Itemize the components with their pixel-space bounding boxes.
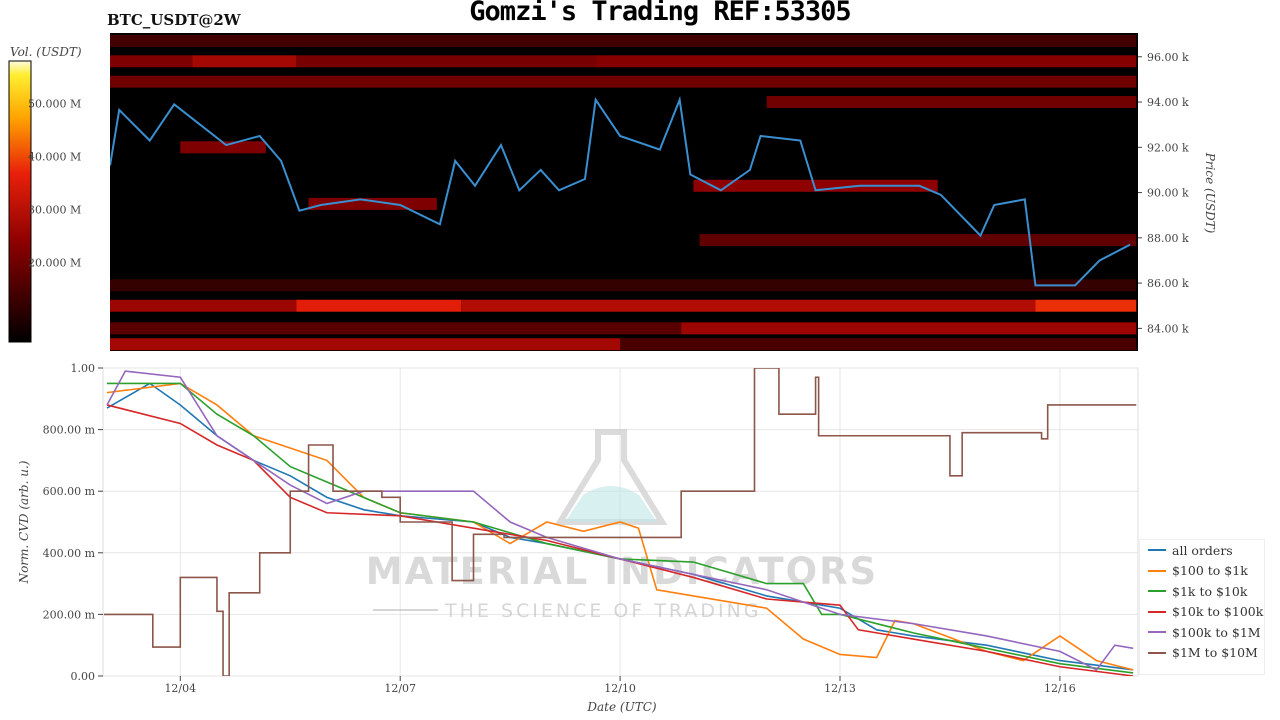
cvd-series-group xyxy=(103,368,1137,676)
cvd-axes: 0.00 200.00 m 400.00 m 600.00 m 800.00 m 1.00… xyxy=(43,362,1076,695)
legend-label: $1k to $10k xyxy=(1172,583,1248,599)
price-tick-label: 88.00 k xyxy=(1147,232,1189,245)
legend-swatch xyxy=(1148,569,1166,572)
heatmap-bands xyxy=(110,34,1137,351)
watermark-logo: MATERIAL INDICATORS THE SCIENCE OF TRADI… xyxy=(366,429,878,622)
y-tick-label: 400.00 m xyxy=(43,547,96,560)
price-tick-label: 94.00 k xyxy=(1147,96,1189,109)
cvd-series-line xyxy=(106,370,1134,671)
colorbar-tick-label: 40.000 M xyxy=(28,150,81,163)
heatmap-band xyxy=(699,234,1137,247)
legend-label: $1M to $10M xyxy=(1172,645,1258,661)
y-tick-label: 800.00 m xyxy=(43,424,96,437)
watermark-line1: MATERIAL INDICATORS xyxy=(366,550,878,593)
heatmap-band xyxy=(595,55,1137,68)
heatmap-band xyxy=(461,299,1036,312)
y-tick-label: 200.00 m xyxy=(43,608,96,621)
x-tick-label: 12/04 xyxy=(164,682,196,695)
y-tick-label: 1.00 xyxy=(71,362,96,375)
y-tick-label: 600.00 m xyxy=(43,485,96,498)
chart-subtitle: BTC_USDT@2W xyxy=(107,11,241,29)
heatmap-band xyxy=(110,75,1137,88)
x-tick-label: 12/13 xyxy=(824,682,856,695)
colorbar-tick-label: 30.000 M xyxy=(28,203,81,216)
colorbar-label: Vol. (USDT) xyxy=(10,45,82,59)
price-axis: 84.00 k 86.00 k 88.00 k 90.00 k 92.00 k 94.00… xyxy=(1138,51,1189,335)
colorbar-tick-label: 50.000 M xyxy=(28,97,81,110)
heatmap-band xyxy=(110,34,1137,47)
legend-label: $10k to $100k xyxy=(1172,604,1264,620)
heatmap-band xyxy=(110,55,193,68)
heatmap-band xyxy=(766,96,1137,109)
cvd-series-line xyxy=(106,404,1134,676)
colorbar xyxy=(8,60,32,343)
heatmap-band xyxy=(180,141,266,154)
legend: all orders $100 to $1k $1k to $10k $10k to … xyxy=(1139,539,1265,675)
legend-swatch xyxy=(1148,631,1166,634)
legend-label: $100k to $1M xyxy=(1172,624,1261,640)
legend-swatch xyxy=(1148,651,1166,654)
cvd-axis-label: Norm. CVD (arb. u.) xyxy=(17,460,31,584)
heatmap-band xyxy=(110,279,1137,292)
colorbar-tick-label: 20.000 M xyxy=(28,256,81,269)
legend-item[interactable]: $1k to $10k xyxy=(1140,581,1264,602)
legend-label: all orders xyxy=(1172,542,1233,558)
legend-swatch xyxy=(1148,549,1166,552)
heatmap-band xyxy=(110,322,682,335)
heatmap-band xyxy=(296,299,462,312)
price-tick-label: 86.00 k xyxy=(1147,277,1189,290)
price-line xyxy=(110,95,1131,287)
cvd-series-line xyxy=(103,368,1137,676)
heatmap-band xyxy=(693,179,938,192)
price-tick-label: 84.00 k xyxy=(1147,322,1189,335)
price-axis-label: Price (USDT) xyxy=(1203,152,1217,234)
legend-swatch xyxy=(1148,610,1166,613)
price-tick-label: 90.00 k xyxy=(1147,187,1189,200)
heatmap-band xyxy=(296,55,596,68)
legend-item[interactable]: $100k to $1M xyxy=(1140,622,1264,643)
heatmap-band xyxy=(620,338,1137,351)
heatmap-band xyxy=(1035,299,1137,312)
chart-title: Gomzi's Trading REF:53305 xyxy=(469,0,851,27)
price-tick-label: 92.00 k xyxy=(1147,141,1189,154)
legend-item[interactable]: all orders xyxy=(1140,540,1264,561)
price-line-group xyxy=(110,95,1131,287)
legend-label: $100 to $1k xyxy=(1172,563,1248,579)
colorbar-ticks: 50.000 M 40.000 M 30.000 M 20.000 M xyxy=(28,97,81,269)
price-tick-label: 96.00 k xyxy=(1147,51,1189,64)
x-tick-label: 12/10 xyxy=(604,682,636,695)
legend-swatch xyxy=(1148,590,1166,593)
legend-item[interactable]: $1M to $10M xyxy=(1140,643,1264,664)
legend-item[interactable]: $10k to $100k xyxy=(1140,602,1264,623)
y-tick-label: 0.00 xyxy=(71,670,96,683)
x-tick-label: 12/16 xyxy=(1044,682,1076,695)
legend-item[interactable]: $100 to $1k xyxy=(1140,561,1264,582)
watermark-line2: THE SCIENCE OF TRADING xyxy=(444,600,762,622)
heatmap-band xyxy=(192,55,297,68)
date-axis-label: Date (UTC) xyxy=(586,700,656,714)
heatmap-band xyxy=(110,299,297,312)
heatmap-band xyxy=(110,338,621,351)
x-tick-label: 12/07 xyxy=(384,682,416,695)
heatmap-band xyxy=(681,322,1137,335)
cvd-series-line xyxy=(107,382,1134,674)
